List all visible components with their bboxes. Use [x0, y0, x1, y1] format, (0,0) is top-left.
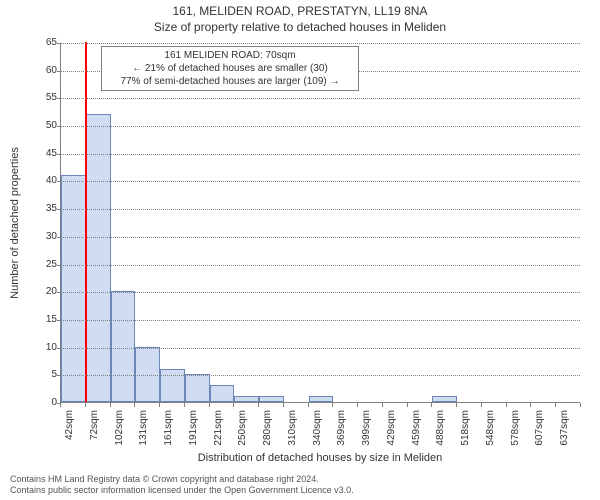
gridline [61, 209, 580, 210]
x-tick-mark [481, 403, 482, 407]
y-tick-label: 15 [27, 315, 57, 325]
y-tick-mark [57, 154, 61, 155]
info-box: 161 MELIDEN ROAD: 70sqm ← 21% of detache… [101, 46, 359, 91]
chart-title-address: 161, MELIDEN ROAD, PRESTATYN, LL19 8NA [0, 4, 600, 18]
x-tick-mark [258, 403, 259, 407]
x-tick-mark [530, 403, 531, 407]
x-tick-mark [134, 403, 135, 407]
bar [259, 396, 284, 402]
x-tick-mark [159, 403, 160, 407]
y-tick-mark [57, 71, 61, 72]
chart-container: 161, MELIDEN ROAD, PRESTATYN, LL19 8NA S… [0, 0, 600, 500]
y-tick-label: 40 [27, 176, 57, 186]
gridline [61, 154, 580, 155]
gridline [61, 43, 580, 44]
gridline [61, 320, 580, 321]
x-tick-mark [357, 403, 358, 407]
x-tick-mark [308, 403, 309, 407]
y-tick-mark [57, 320, 61, 321]
info-line-2: ← 21% of detached houses are smaller (30… [108, 62, 352, 75]
gridline [61, 181, 580, 182]
x-tick-mark [110, 403, 111, 407]
bar [160, 369, 185, 402]
gridline [61, 126, 580, 127]
x-tick-mark [431, 403, 432, 407]
y-tick-label: 10 [27, 343, 57, 353]
y-tick-label: 35 [27, 204, 57, 214]
y-tick-mark [57, 292, 61, 293]
x-tick-mark [85, 403, 86, 407]
bar [210, 385, 235, 402]
y-tick-mark [57, 126, 61, 127]
x-tick-mark [382, 403, 383, 407]
x-axis-label: Distribution of detached houses by size … [60, 452, 580, 464]
bar [432, 396, 457, 402]
y-tick-mark [57, 237, 61, 238]
y-tick-mark [57, 181, 61, 182]
plot-area [60, 43, 580, 403]
bar [185, 374, 210, 402]
x-tick-mark [184, 403, 185, 407]
x-tick-mark [506, 403, 507, 407]
y-tick-label: 65 [27, 38, 57, 48]
x-tick-mark [407, 403, 408, 407]
y-tick-mark [57, 98, 61, 99]
y-tick-mark [57, 348, 61, 349]
y-axis-label-text: Number of detached properties [9, 147, 21, 299]
y-tick-label: 0 [27, 398, 57, 408]
bar [234, 396, 259, 402]
y-tick-mark [57, 375, 61, 376]
y-tick-mark [57, 209, 61, 210]
x-tick-mark [283, 403, 284, 407]
gridline [61, 98, 580, 99]
y-tick-label: 30 [27, 232, 57, 242]
chart-title-description: Size of property relative to detached ho… [0, 20, 600, 34]
y-tick-label: 60 [27, 66, 57, 76]
y-tick-label: 5 [27, 370, 57, 380]
footer-attribution: Contains HM Land Registry data © Crown c… [10, 474, 354, 496]
x-tick-mark [580, 403, 581, 407]
y-tick-label: 55 [27, 93, 57, 103]
x-tick-mark [332, 403, 333, 407]
footer-line-1: Contains HM Land Registry data © Crown c… [10, 474, 354, 485]
x-tick-mark [456, 403, 457, 407]
info-line-3: 77% of semi-detached houses are larger (… [108, 75, 352, 88]
gridline [61, 237, 580, 238]
gridline [61, 265, 580, 266]
footer-line-2: Contains public sector information licen… [10, 485, 354, 496]
x-tick-mark [60, 403, 61, 407]
bar [86, 114, 111, 402]
y-tick-label: 25 [27, 260, 57, 270]
gridline [61, 375, 580, 376]
y-tick-label: 20 [27, 287, 57, 297]
y-tick-label: 50 [27, 121, 57, 131]
gridline [61, 348, 580, 349]
x-tick-mark [233, 403, 234, 407]
bar [309, 396, 334, 402]
x-tick-mark [209, 403, 210, 407]
y-tick-mark [57, 43, 61, 44]
y-tick-label: 45 [27, 149, 57, 159]
y-axis-label: Number of detached properties [8, 43, 28, 403]
y-tick-mark [57, 265, 61, 266]
x-tick-mark [555, 403, 556, 407]
gridline [61, 292, 580, 293]
bar [111, 291, 136, 402]
info-line-1: 161 MELIDEN ROAD: 70sqm [108, 49, 352, 62]
